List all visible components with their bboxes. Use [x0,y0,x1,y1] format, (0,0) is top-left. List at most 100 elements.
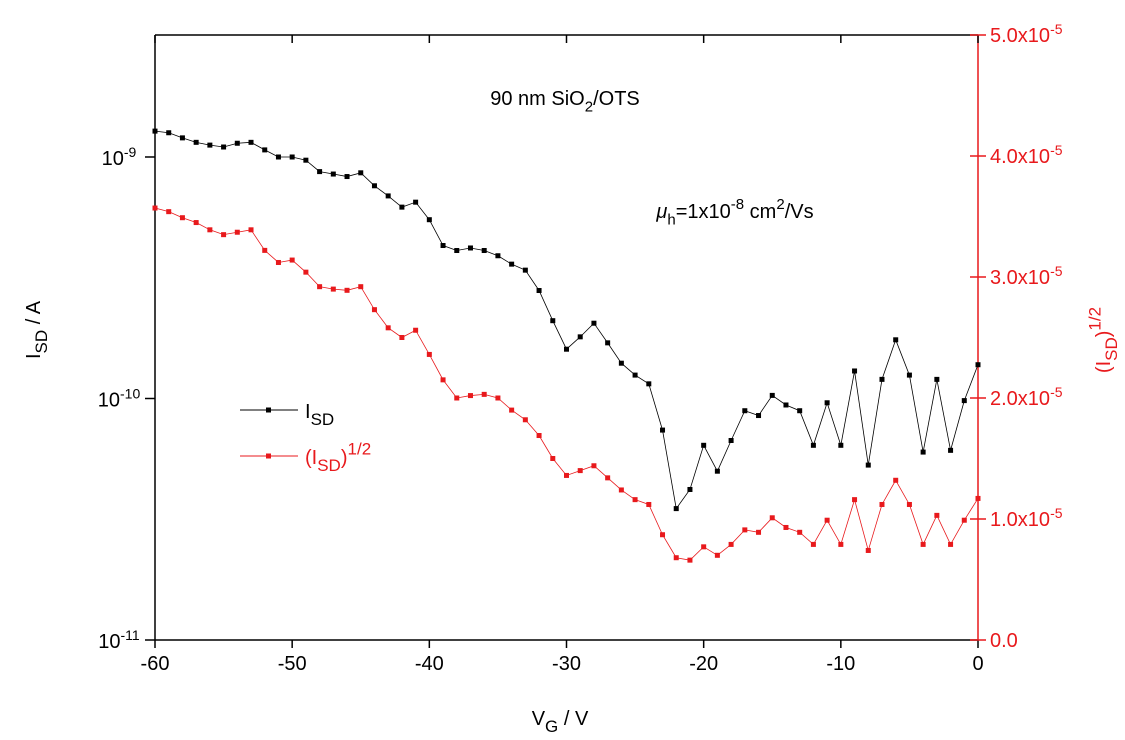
data-point [536,288,542,294]
data-point [618,360,624,366]
data-point [756,413,762,419]
data-point [413,199,419,205]
y2-tick-label-part: 0.0 [990,630,1018,652]
y-axis-title-part: SD [32,330,51,354]
legend-label-part: SD [317,456,341,475]
data-point [536,433,542,439]
data-point [893,477,899,483]
data-point [317,284,323,290]
y-tick-label-part: 10 [98,631,120,653]
data-point [166,130,172,136]
data-point [221,232,227,238]
annotation-part: 2 [776,196,784,213]
data-point [179,135,185,141]
data-point [289,257,295,263]
y2-tick-label: 3.0x10-5 [990,263,1063,289]
y2-tick-label-part: 2.0x10 [990,388,1050,410]
data-point [852,497,858,503]
y2-axis-title-part: ) [1093,331,1115,338]
data-point [783,524,789,530]
legend-marker [266,453,271,459]
data-point [303,269,309,275]
x-axis-title-part: G [545,717,558,736]
annotation-part: /Vs [785,201,814,223]
data-point [824,517,830,523]
y2-tick-label-part: 1.0x10 [990,509,1050,531]
data-point [797,529,803,535]
data-point [440,243,446,249]
data-point [248,139,254,145]
data-point [467,393,473,399]
x-axis-title-part: V [532,708,546,730]
data-point [193,139,199,145]
y2-tick-label: 1.0x10-5 [990,505,1063,531]
data-point [152,128,158,134]
data-point [467,245,473,251]
data-point [714,552,720,558]
data-point [207,142,213,148]
data-point [509,261,515,267]
annotation-part: -8 [731,196,744,213]
data-point [330,286,336,292]
data-point [865,462,871,468]
chart-title-part: 90 nm SiO [490,88,584,110]
data-point [344,174,350,180]
data-point [289,154,295,160]
data-point [714,468,720,474]
data-point [481,391,487,397]
y-tick-label: 10-10 [98,385,141,411]
data-point [399,335,405,340]
data-point [275,259,281,265]
data-point [769,392,775,398]
data-point [673,506,679,512]
data-point [399,204,405,210]
data-point [522,267,528,273]
x-axis-title: VG / V [532,708,589,736]
chart-title-part: 2 [585,99,593,116]
data-point [948,541,954,547]
data-point [317,169,323,175]
data-point [769,515,775,521]
data-point [481,248,487,254]
data-point [522,417,528,423]
data-point [166,209,172,215]
annotation-part: μ [655,201,667,223]
chart-title: 90 nm SiO2/OTS [490,88,640,116]
y2-tick-label: 4.0x10-5 [990,142,1063,168]
data-point [550,456,556,461]
data-point [330,171,336,177]
data-point [906,372,912,378]
legend-label-part: (I [305,447,317,469]
data-point [961,517,967,523]
x-tick-label: -60 [141,653,170,675]
data-point [920,541,926,547]
data-point [591,320,597,326]
y2-tick-label-part: -5 [1050,384,1063,400]
data-point [385,325,391,331]
data-point [303,157,309,163]
data-point [371,307,377,313]
data-point [591,463,597,469]
data-point [934,512,940,518]
data-point [810,442,816,448]
legend-label-part: ) [341,447,348,469]
data-point [701,544,707,550]
y-tick-label-part: -11 [121,627,140,643]
data-point [632,497,638,503]
data-point [440,377,446,383]
data-point [605,475,611,481]
y-axis-title: ISD / A [23,300,51,359]
data-point [838,442,844,448]
y2-tick-label-part: -5 [1050,505,1063,521]
x-tick-label: -40 [415,653,444,675]
data-point [673,555,679,561]
y2-tick-label: 5.0x10-5 [990,21,1063,47]
data-point [975,495,981,501]
data-point [454,395,460,401]
data-point [783,402,789,408]
x-tick-label: -30 [552,653,581,675]
data-point [646,501,652,507]
data-point [618,487,624,493]
data-point [564,472,569,478]
y-tick-label-part: 10 [98,389,120,411]
